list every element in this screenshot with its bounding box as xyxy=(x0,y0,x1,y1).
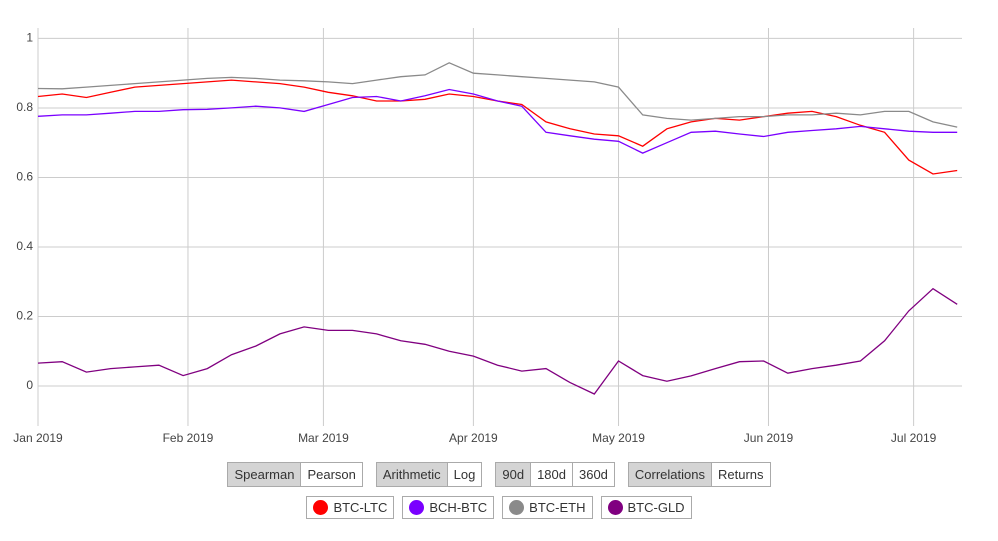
x-tick-label: May 2019 xyxy=(592,431,645,445)
y-tick-label: 0.2 xyxy=(16,309,33,323)
toggle-button[interactable]: Log xyxy=(446,463,482,486)
line-series xyxy=(37,287,958,395)
button-group: 90d 180d 360d xyxy=(495,462,615,487)
line-series xyxy=(37,62,958,128)
toggle-button[interactable]: 90d xyxy=(496,463,531,486)
legend-item[interactable]: BCH-BTC xyxy=(402,496,495,519)
button-group: Correlations Returns xyxy=(627,462,771,487)
y-tick-label: 0.6 xyxy=(16,170,33,184)
legend-swatch xyxy=(607,500,623,515)
button-group: Spearman Pearson xyxy=(227,462,363,487)
y-tick-label: 0.4 xyxy=(16,239,33,253)
legend-swatch xyxy=(509,500,525,515)
toggle-button[interactable]: Correlations xyxy=(628,463,711,486)
button-group: Arithmetic Log xyxy=(375,462,483,487)
toggle-button[interactable]: Arithmetic xyxy=(376,463,447,486)
y-tick-label: 0.8 xyxy=(16,100,33,114)
legend-swatch xyxy=(313,500,329,515)
x-tick-label: Jun 2019 xyxy=(744,431,794,445)
toggle-button[interactable]: Pearson xyxy=(300,463,362,486)
controls: Spearman Pearson Arithmetic Log 90d 180d 360d C… xyxy=(0,462,998,487)
x-tick-label: Jan 2019 xyxy=(13,431,63,445)
legend-item[interactable]: BTC-GLD xyxy=(600,496,692,519)
legend-label: BTC-ETH xyxy=(529,500,586,515)
legend-label: BCH-BTC xyxy=(429,500,488,515)
chart: 0 0.2 0.4 0.6 0.8 1 Jan 2019 Feb 2019 Mar 2019 Ap… xyxy=(13,28,962,445)
legend-label: BTC-LTC xyxy=(333,500,388,515)
legend-item[interactable]: BTC-ETH xyxy=(502,496,593,519)
toggle-button[interactable]: 360d xyxy=(571,463,614,486)
x-tick-label: Feb 2019 xyxy=(163,431,214,445)
y-tick-label: 0 xyxy=(26,378,33,392)
x-tick-label: Jul 2019 xyxy=(891,431,937,445)
legend: BTC-LTC BCH-BTC BTC-ETH BTC-GLD xyxy=(0,496,998,519)
legend-swatch xyxy=(409,500,425,515)
legend-item[interactable]: BTC-LTC xyxy=(306,496,395,519)
line-series xyxy=(37,88,958,154)
y-tick-label: 1 xyxy=(26,31,33,45)
legend-label: BTC-GLD xyxy=(627,500,685,515)
plot-area xyxy=(38,28,962,426)
toggle-button[interactable]: 180d xyxy=(530,463,572,486)
toggle-button[interactable]: Spearman xyxy=(228,463,301,486)
x-tick-label: Mar 2019 xyxy=(298,431,349,445)
toggle-button[interactable]: Returns xyxy=(711,463,770,486)
x-tick-label: Apr 2019 xyxy=(449,431,498,445)
